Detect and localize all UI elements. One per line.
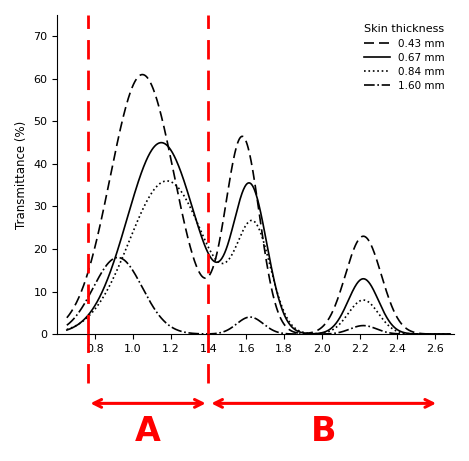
0.43 mm [447,331,453,337]
1.60 mm [447,331,453,337]
0.84 mm [356,299,361,305]
0.43 mm [309,330,314,335]
0.84 mm [447,331,453,337]
0.67 mm [356,279,361,285]
1.60 mm [394,331,400,337]
0.67 mm [394,327,400,332]
0.84 mm [309,331,314,337]
1.60 mm [88,290,93,296]
Legend: 0.43 mm, 0.67 mm, 0.84 mm, 1.60 mm: 0.43 mm, 0.67 mm, 0.84 mm, 1.60 mm [359,20,449,95]
0.43 mm [394,315,400,321]
1.60 mm [309,331,314,337]
0.67 mm [64,327,70,333]
1.60 mm [64,322,70,328]
0.43 mm [64,315,70,320]
0.43 mm [297,331,303,336]
Line: 1.60 mm: 1.60 mm [67,258,450,334]
0.84 mm [297,329,303,334]
0.43 mm [287,327,293,333]
0.67 mm [309,331,314,337]
0.43 mm [356,237,361,243]
Y-axis label: Transmittance (%): Transmittance (%) [15,120,28,229]
1.60 mm [297,331,303,337]
0.43 mm [139,72,145,77]
0.67 mm [297,329,303,335]
0.67 mm [88,310,93,315]
0.43 mm [88,261,93,267]
0.84 mm [164,178,170,183]
1.60 mm [287,331,293,337]
0.84 mm [287,320,293,325]
Text: A: A [135,414,161,448]
Line: 0.67 mm: 0.67 mm [67,142,450,334]
1.60 mm [356,324,361,329]
0.67 mm [447,331,453,337]
Line: 0.43 mm: 0.43 mm [67,75,450,334]
0.84 mm [394,329,400,334]
Text: B: B [311,414,336,448]
Line: 0.84 mm: 0.84 mm [67,181,450,334]
0.67 mm [287,322,293,327]
0.84 mm [88,312,93,317]
1.60 mm [115,255,121,260]
0.84 mm [64,327,70,332]
0.67 mm [159,140,164,145]
